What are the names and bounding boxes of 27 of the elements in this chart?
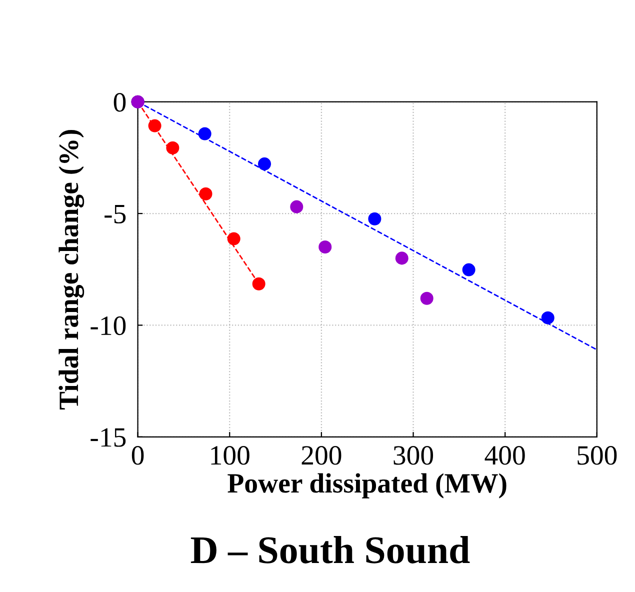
- x-tick-label: 300: [394, 446, 434, 465]
- point: [290, 200, 304, 214]
- point: [368, 212, 382, 226]
- point: [318, 240, 332, 254]
- point: [252, 277, 266, 290]
- point: [420, 292, 434, 305]
- point: [198, 127, 212, 140]
- x-axis-title: Power dissipated (MW): [228, 473, 506, 498]
- x-tick-label: 200: [302, 446, 342, 465]
- point: [148, 119, 162, 132]
- x-tick-label: 100: [211, 446, 250, 465]
- point: [462, 263, 476, 276]
- point: [258, 157, 272, 170]
- text: D – South Sound: [190, 536, 470, 564]
- y-tick-label: 0: [114, 92, 126, 112]
- point: [395, 252, 408, 265]
- y-axis-title: Tidal range change (%): [58, 130, 84, 410]
- y-tick-label: -5: [104, 204, 126, 224]
- y-tick-label: -10: [90, 316, 126, 336]
- point: [541, 311, 554, 324]
- x-tick-label: 0: [132, 446, 144, 465]
- x-tick-label: 500: [578, 446, 617, 465]
- point: [199, 187, 212, 200]
- y-tick-label: -15: [90, 428, 126, 447]
- x-tick-label: 400: [484, 446, 525, 465]
- point: [166, 141, 180, 154]
- point: [227, 232, 240, 246]
